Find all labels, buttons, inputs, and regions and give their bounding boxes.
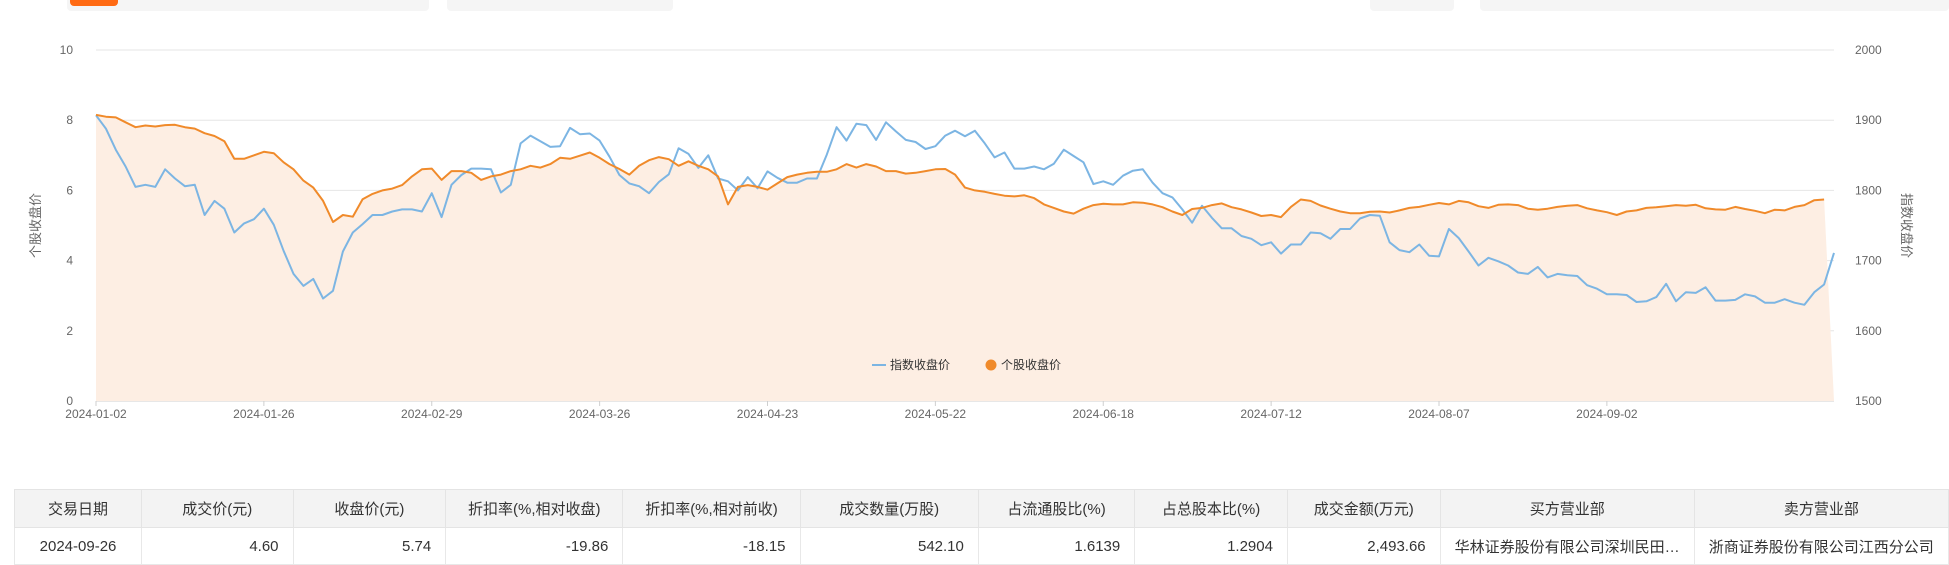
col-float-ratio: 占流通股比(%) bbox=[977, 489, 1136, 528]
left-tick-label: 10 bbox=[60, 43, 74, 57]
col-total-ratio: 占总股本比(%) bbox=[1134, 489, 1288, 528]
index-close-line[interactable] bbox=[95, 114, 1835, 306]
col-trade-price: 成交价(元) bbox=[141, 489, 294, 528]
col-buyer: 买方营业部 bbox=[1439, 489, 1695, 528]
tab-strip-left bbox=[67, 0, 429, 11]
right-tick-label: 1800 bbox=[1855, 183, 1882, 197]
left-tick-label: 2 bbox=[66, 324, 73, 338]
x-tick-label: 2024-07-12 bbox=[1240, 407, 1302, 421]
x-tick-label: 2024-01-26 bbox=[233, 407, 295, 421]
cell-buyer: 华林证券股份有限公司深圳民田路证券营业部 bbox=[1439, 527, 1695, 565]
x-axis: 2024-01-02 2024-01-26 2024-02-29 2024-03-26… bbox=[65, 401, 1638, 421]
x-tick-label: 2024-09-02 bbox=[1576, 407, 1638, 421]
right-tick-label: 1600 bbox=[1855, 324, 1882, 338]
x-tick-label: 2024-06-18 bbox=[1073, 407, 1135, 421]
left-tick-label: 0 bbox=[66, 394, 73, 408]
x-tick-label: 2024-03-26 bbox=[569, 407, 631, 421]
tab-strip-middle bbox=[447, 0, 673, 11]
legend-stock-label[interactable]: 个股收盘价 bbox=[1001, 357, 1061, 372]
left-axis-name: 个股收盘价 bbox=[28, 193, 43, 258]
cell-discount-close: -19.86 bbox=[445, 527, 624, 565]
x-tick-label: 2024-05-22 bbox=[905, 407, 967, 421]
stock-area-fill bbox=[96, 114, 1834, 402]
cell-trade-date: 2024-09-26 bbox=[13, 527, 143, 565]
right-axis-name: 指数收盘价 bbox=[1899, 193, 1914, 258]
right-tick-label: 1900 bbox=[1855, 113, 1882, 127]
x-tick-label: 2024-08-07 bbox=[1408, 407, 1470, 421]
x-tick-label: 2024-01-02 bbox=[65, 407, 127, 421]
legend[interactable]: 指数收盘价 个股收盘价 bbox=[872, 357, 1061, 372]
table-row[interactable]: 2024-09-26 4.60 5.74 -19.86 -18.15 542.1… bbox=[13, 527, 1949, 565]
right-axis-ticks: 2000 1900 1800 1700 1600 1500 bbox=[1855, 43, 1882, 408]
cell-amount: 2,493.66 bbox=[1286, 527, 1441, 565]
cell-total-ratio: 1.2904 bbox=[1134, 527, 1288, 565]
left-tick-label: 6 bbox=[66, 183, 73, 197]
right-tick-label: 1500 bbox=[1855, 394, 1882, 408]
cell-float-ratio: 1.6139 bbox=[977, 527, 1136, 565]
right-tick-label: 2000 bbox=[1855, 43, 1882, 57]
price-comparison-chart: 10 8 6 4 2 0 2000 1900 1800 1700 1600 1500 2024-01… bbox=[28, 43, 1914, 421]
series-layer bbox=[95, 113, 1835, 402]
col-amount: 成交金额(万元) bbox=[1286, 489, 1441, 528]
cell-trade-price: 4.60 bbox=[141, 527, 294, 565]
legend-stock-swatch bbox=[985, 359, 997, 371]
left-tick-label: 4 bbox=[66, 254, 73, 268]
cell-volume: 542.10 bbox=[799, 527, 979, 565]
x-tick-label: 2024-04-23 bbox=[737, 407, 799, 421]
legend-index-label[interactable]: 指数收盘价 bbox=[890, 357, 950, 372]
left-axis-ticks: 10 8 6 4 2 0 bbox=[60, 43, 74, 408]
table-header-row: 交易日期 成交价(元) 收盘价(元) 折扣率(%,相对收盘) 折扣率(%,相对前… bbox=[13, 489, 1949, 528]
cell-close-price: 5.74 bbox=[292, 527, 447, 565]
col-discount-prev: 折扣率(%,相对前收) bbox=[622, 489, 801, 528]
cell-discount-prev: -18.15 bbox=[622, 527, 801, 565]
cell-seller: 浙商证券股份有限公司江西分公司 bbox=[1693, 527, 1949, 565]
col-discount-close: 折扣率(%,相对收盘) bbox=[445, 489, 624, 528]
left-tick-label: 8 bbox=[66, 113, 73, 127]
right-tick-label: 1700 bbox=[1855, 254, 1882, 268]
x-tick-label: 2024-02-29 bbox=[401, 407, 463, 421]
tab-button-right-2[interactable] bbox=[1480, 0, 1949, 11]
active-tab-indicator[interactable] bbox=[70, 0, 118, 6]
tab-button-right-1[interactable] bbox=[1370, 0, 1454, 11]
col-volume: 成交数量(万股) bbox=[799, 489, 979, 528]
col-trade-date: 交易日期 bbox=[13, 489, 143, 528]
stock-close-line[interactable] bbox=[95, 113, 1825, 223]
block-trade-table: 交易日期 成交价(元) 收盘价(元) 折扣率(%,相对收盘) 折扣率(%,相对前… bbox=[13, 489, 1949, 565]
col-close-price: 收盘价(元) bbox=[292, 489, 447, 528]
top-tab-bar bbox=[0, 0, 1949, 14]
col-seller: 卖方营业部 bbox=[1693, 489, 1949, 528]
